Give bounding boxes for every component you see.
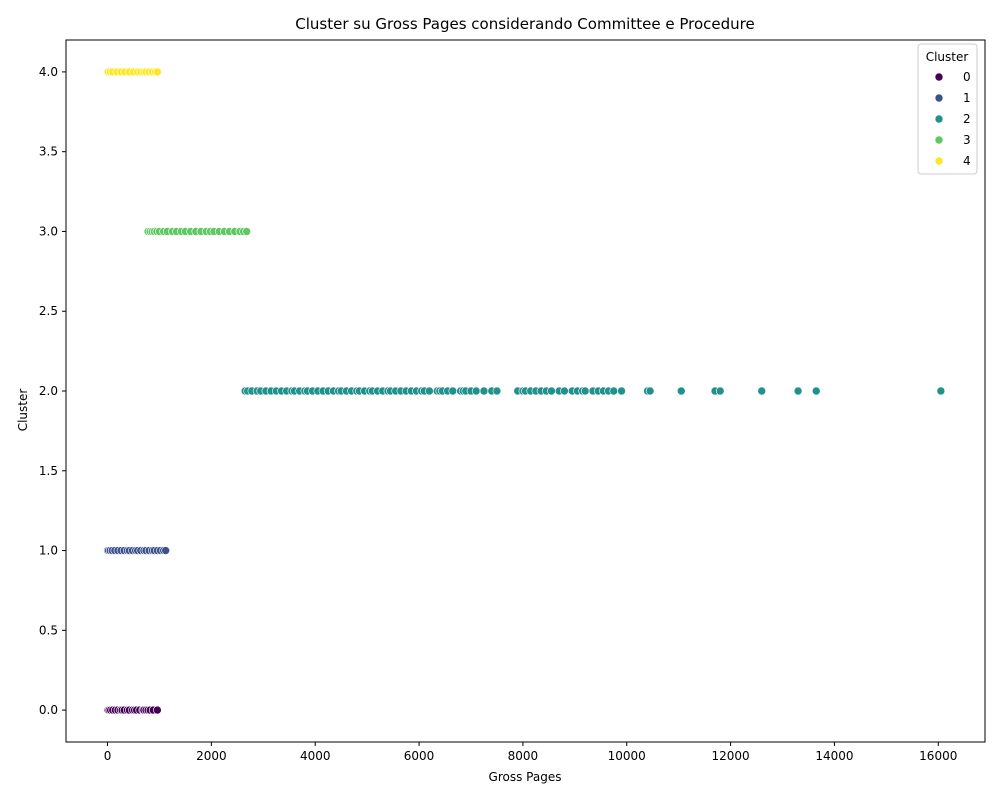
data-point bbox=[425, 386, 434, 396]
data-point bbox=[448, 386, 458, 396]
y-axis-title: Cluster bbox=[16, 389, 30, 432]
x-tick-label: 4000 bbox=[300, 749, 331, 763]
data-point bbox=[242, 227, 251, 236]
legend-marker bbox=[934, 156, 944, 166]
x-tick-label: 14000 bbox=[815, 749, 853, 763]
legend-label: 3 bbox=[963, 133, 971, 147]
legend-label: 0 bbox=[963, 70, 971, 84]
data-point bbox=[617, 386, 626, 396]
series-cluster-0 bbox=[103, 705, 162, 715]
data-point bbox=[153, 67, 162, 77]
legend-box bbox=[917, 43, 978, 175]
y-axis: 0.0 0.5 1.0 1.5 2.0 2.5 3.0 3.5 4.0 bbox=[39, 65, 66, 717]
chart-title: Cluster su Gross Pages considerando Comm… bbox=[295, 15, 754, 33]
data-point bbox=[715, 386, 725, 396]
data-point bbox=[609, 386, 619, 396]
data-point bbox=[936, 386, 946, 396]
data-point bbox=[757, 386, 767, 396]
y-tick-label: 3.0 bbox=[39, 224, 58, 238]
legend-entries: 0 1 2 3 4 bbox=[934, 70, 971, 168]
legend-title: Cluster bbox=[926, 50, 969, 64]
data-point bbox=[645, 386, 655, 396]
data-point bbox=[153, 705, 162, 715]
data-point bbox=[471, 386, 481, 396]
legend-marker bbox=[934, 93, 944, 103]
y-tick-label: 1.0 bbox=[39, 544, 58, 558]
data-point bbox=[811, 386, 821, 396]
y-tick-label: 1.5 bbox=[39, 464, 58, 478]
y-tick-label: 0.5 bbox=[39, 623, 58, 637]
legend-label: 1 bbox=[963, 91, 971, 105]
x-tick-label: 12000 bbox=[711, 749, 749, 763]
data-point bbox=[580, 386, 590, 396]
x-tick-label: 8000 bbox=[508, 749, 539, 763]
series-cluster-4 bbox=[103, 67, 162, 77]
legend-marker bbox=[934, 114, 944, 124]
series-cluster-2 bbox=[240, 386, 946, 396]
data-point bbox=[161, 546, 170, 555]
series-cluster-3 bbox=[143, 227, 251, 236]
legend-label: 4 bbox=[963, 154, 971, 168]
x-tick-label: 2000 bbox=[196, 749, 227, 763]
data-point bbox=[479, 386, 489, 396]
legend-label: 2 bbox=[963, 112, 971, 126]
y-tick-label: 2.5 bbox=[39, 304, 58, 318]
data-point bbox=[676, 386, 686, 396]
x-tick-label: 6000 bbox=[404, 749, 435, 763]
x-axis-title: Gross Pages bbox=[489, 770, 562, 784]
x-tick-label: 0 bbox=[104, 749, 112, 763]
data-points bbox=[103, 67, 946, 715]
series-cluster-1 bbox=[103, 546, 170, 555]
x-tick-label: 16000 bbox=[919, 749, 957, 763]
legend-marker bbox=[934, 135, 944, 145]
y-tick-label: 0.0 bbox=[39, 703, 58, 717]
y-tick-label: 3.5 bbox=[39, 145, 58, 159]
data-point bbox=[492, 386, 502, 396]
x-tick-label: 10000 bbox=[608, 749, 646, 763]
y-tick-label: 4.0 bbox=[39, 65, 58, 79]
data-point bbox=[547, 386, 556, 396]
data-point bbox=[560, 386, 569, 396]
legend: Cluster 0 1 2 3 4 bbox=[917, 43, 978, 175]
data-point bbox=[793, 386, 803, 396]
y-tick-label: 2.0 bbox=[39, 384, 58, 398]
legend-marker bbox=[934, 72, 944, 82]
x-axis: 0 2000 4000 6000 8000 10000 12000 14000 16000 bbox=[104, 742, 957, 763]
